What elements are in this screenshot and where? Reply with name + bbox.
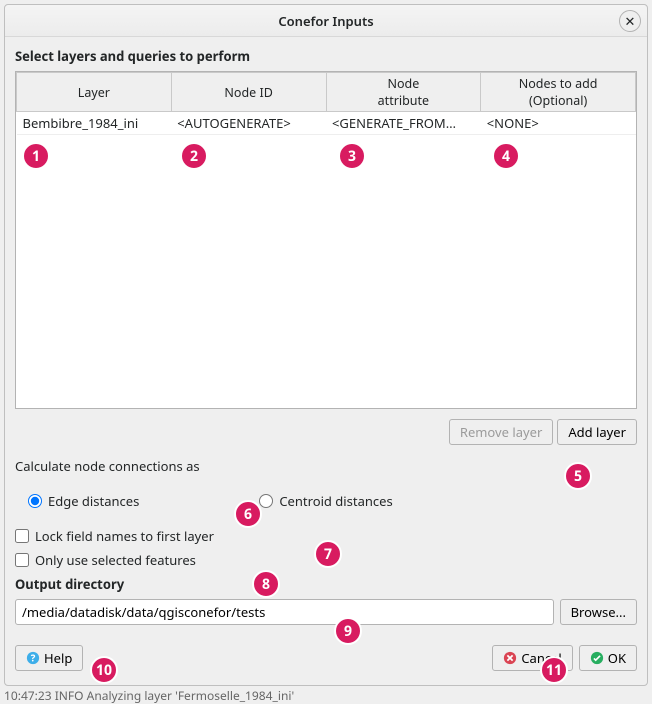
badge-11: 11 <box>540 656 568 684</box>
badge-9: 9 <box>334 617 362 645</box>
centroid-distances-radio[interactable]: Centroid distances <box>259 492 392 510</box>
cancel-icon <box>503 651 517 665</box>
dialog-content: Select layers and queries to perform Lay… <box>5 37 647 685</box>
statusline: 10:47:23 INFO Analyzing layer 'Fermosell… <box>4 687 294 704</box>
ok-icon <box>590 651 604 665</box>
table-header-row: Layer Node ID Node attribute Nodes to ad… <box>17 73 636 112</box>
badge-1: 1 <box>22 142 50 170</box>
dialog-window: Conefor Inputs ✕ Select layers and queri… <box>4 4 648 686</box>
window-title: Conefor Inputs <box>278 12 373 30</box>
badge-3: 3 <box>338 142 366 170</box>
distance-radio-group: Edge distances Centroid distances <box>15 481 637 521</box>
output-dir-input[interactable] <box>15 599 554 625</box>
table-buttons: Remove layer Add layer <box>15 419 637 445</box>
centroid-distances-input[interactable] <box>259 494 273 508</box>
cell-node-id[interactable]: <AUTOGENERATE> <box>171 112 326 135</box>
col-node-id[interactable]: Node ID <box>171 73 326 112</box>
cell-nodes-to-add[interactable]: <NONE> <box>481 112 636 135</box>
centroid-distances-label: Centroid distances <box>279 492 392 510</box>
layers-table: Layer Node ID Node attribute Nodes to ad… <box>15 71 637 409</box>
add-layer-button[interactable]: Add layer <box>557 419 637 445</box>
lock-field-label: Lock field names to first layer <box>35 527 214 545</box>
edge-distances-input[interactable] <box>28 494 42 508</box>
badge-4: 4 <box>492 142 520 170</box>
output-dir-label: Output directory <box>15 575 637 593</box>
badge-8: 8 <box>252 570 280 598</box>
col-nodes-to-add[interactable]: Nodes to add (Optional) <box>481 73 636 112</box>
help-icon: ? <box>26 651 40 665</box>
table-empty-space <box>16 135 636 408</box>
remove-layer-button: Remove layer <box>449 419 553 445</box>
badge-2: 2 <box>180 142 208 170</box>
only-selected-label: Only use selected features <box>35 551 196 569</box>
badge-10: 10 <box>90 656 118 684</box>
col-layer[interactable]: Layer <box>17 73 172 112</box>
browse-button[interactable]: Browse... <box>560 599 637 625</box>
badge-6: 6 <box>234 500 262 528</box>
titlebar: Conefor Inputs ✕ <box>5 5 647 37</box>
lock-field-input[interactable] <box>15 529 29 543</box>
edge-distances-label: Edge distances <box>48 492 139 510</box>
help-button[interactable]: ? Help <box>15 645 83 671</box>
svg-text:?: ? <box>31 652 36 665</box>
ok-label: OK <box>608 649 626 667</box>
help-label: Help <box>44 649 72 667</box>
badge-5: 5 <box>564 462 592 490</box>
output-dir-row: Browse... <box>15 599 637 625</box>
col-node-attr[interactable]: Node attribute <box>326 73 481 112</box>
only-selected-input[interactable] <box>15 553 29 567</box>
ok-button[interactable]: OK <box>579 645 637 671</box>
calculate-node-label: Calculate node connections as <box>15 457 637 475</box>
buttonbar-spacer <box>89 645 486 671</box>
section-title: Select layers and queries to perform <box>15 47 637 65</box>
cell-layer[interactable]: Bembibre_1984_ini <box>17 112 172 135</box>
edge-distances-radio[interactable]: Edge distances <box>28 492 139 510</box>
badge-7: 7 <box>314 540 342 568</box>
close-icon[interactable]: ✕ <box>619 10 641 32</box>
cell-node-attr[interactable]: <GENERATE_FROM… <box>326 112 481 135</box>
table-row[interactable]: Bembibre_1984_ini <AUTOGENERATE> <GENERA… <box>17 112 636 135</box>
